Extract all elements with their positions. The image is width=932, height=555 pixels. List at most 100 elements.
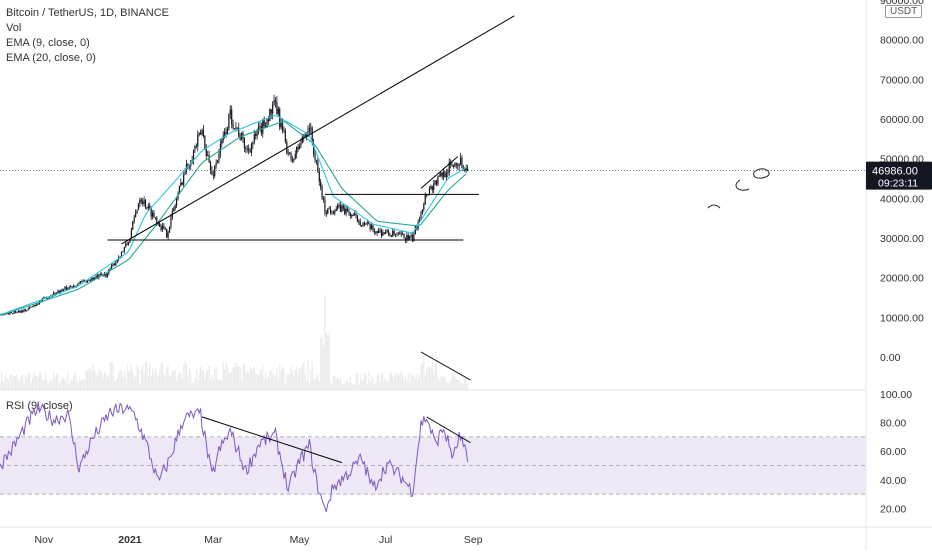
volume-bar bbox=[393, 378, 395, 390]
candle-body bbox=[421, 209, 423, 214]
volume-bar bbox=[409, 382, 411, 390]
volume-bar bbox=[41, 379, 43, 390]
volume-bar bbox=[113, 381, 116, 390]
volume-bar bbox=[119, 369, 121, 390]
candle-body bbox=[192, 149, 195, 161]
candle-body bbox=[88, 280, 90, 282]
volume-bar bbox=[313, 378, 315, 390]
volume-bar bbox=[153, 372, 155, 390]
volume-bar bbox=[115, 380, 117, 390]
price-tick-label: 80000.00 bbox=[880, 35, 924, 47]
candle-body bbox=[24, 309, 27, 311]
candle-body bbox=[426, 194, 428, 196]
volume-bar bbox=[64, 379, 66, 390]
last-price-tag bbox=[866, 161, 932, 190]
candle-body bbox=[7, 313, 10, 315]
candle-body bbox=[94, 277, 96, 280]
candle-body bbox=[16, 312, 18, 314]
candle-body bbox=[123, 247, 125, 252]
volume-bar bbox=[132, 372, 134, 390]
candle-body bbox=[342, 205, 344, 209]
candle-body bbox=[289, 152, 291, 154]
volume-bar bbox=[133, 379, 135, 390]
candle-body bbox=[82, 280, 84, 282]
volume-bar bbox=[412, 375, 414, 390]
candle-body bbox=[331, 212, 333, 214]
rsi-trendline bbox=[426, 416, 471, 444]
volume-bar bbox=[40, 372, 42, 390]
candle-body bbox=[12, 313, 14, 314]
volume-legend[interactable]: Vol bbox=[6, 22, 22, 34]
candle-body bbox=[431, 186, 433, 191]
volume-bar bbox=[430, 367, 432, 390]
volume-bar bbox=[375, 382, 377, 390]
volume-bar bbox=[263, 379, 265, 390]
candle-body bbox=[410, 235, 412, 236]
candle-body bbox=[298, 145, 301, 150]
currency-badge[interactable]: USDT bbox=[885, 5, 923, 18]
volume-bar bbox=[259, 370, 261, 390]
volume-bar bbox=[284, 383, 286, 390]
candle-body bbox=[77, 283, 79, 287]
volume-bar bbox=[6, 377, 8, 390]
candle-body bbox=[151, 212, 154, 217]
candle-body bbox=[147, 205, 149, 209]
candle-body bbox=[58, 290, 60, 294]
symbol-title[interactable]: Bitcoin / TetherUS, 1D, BINANCE bbox=[6, 7, 170, 19]
candle-body bbox=[101, 274, 103, 275]
candle-body bbox=[159, 223, 161, 227]
volume-bar bbox=[187, 375, 189, 390]
volume-bar bbox=[351, 383, 353, 390]
volume-bar bbox=[356, 372, 359, 390]
candle-body bbox=[160, 226, 162, 230]
time-tick-label: Sep bbox=[464, 534, 483, 546]
candle-body bbox=[351, 215, 353, 217]
candle-body bbox=[277, 108, 279, 115]
volume-bar bbox=[431, 362, 433, 390]
time-tick-label: 2021 bbox=[118, 534, 142, 546]
volume-bar bbox=[348, 382, 350, 390]
ema20-legend[interactable]: EMA (20, close, 0) bbox=[6, 52, 96, 64]
volume-bar bbox=[293, 375, 295, 390]
candle-body bbox=[303, 136, 305, 138]
candle-body bbox=[109, 268, 111, 270]
candle-body bbox=[215, 162, 217, 166]
candle-body bbox=[249, 150, 251, 153]
volume-bar bbox=[467, 383, 469, 390]
candle-body bbox=[218, 153, 220, 161]
volume-bar bbox=[260, 369, 262, 390]
volume-bar bbox=[378, 374, 380, 390]
ema9-legend[interactable]: EMA (9, close, 0) bbox=[6, 37, 90, 49]
volume-bar bbox=[109, 361, 111, 390]
candle-body bbox=[190, 162, 192, 166]
rsi-legend[interactable]: RSI (9, close) bbox=[6, 400, 73, 412]
volume-bar bbox=[176, 381, 178, 390]
volume-bar bbox=[164, 377, 166, 390]
candle-body bbox=[348, 211, 350, 214]
time-tick-label: Mar bbox=[204, 534, 223, 546]
volume-bar bbox=[229, 373, 231, 390]
volume-bar bbox=[54, 377, 56, 390]
candle-body bbox=[194, 146, 196, 150]
volume-bar bbox=[194, 377, 196, 390]
volume-bar bbox=[142, 364, 144, 390]
volume-bar bbox=[250, 368, 253, 390]
candle-body bbox=[136, 210, 138, 213]
volume-bar bbox=[108, 375, 110, 390]
candle-body bbox=[13, 310, 15, 314]
volume-bar bbox=[451, 376, 453, 390]
candle-body bbox=[120, 251, 123, 258]
candle-body bbox=[397, 232, 399, 234]
volume-bar bbox=[147, 376, 149, 390]
volume-bar bbox=[39, 372, 41, 390]
volume-bar bbox=[157, 376, 159, 390]
candle-body bbox=[339, 204, 342, 212]
volume-bar bbox=[80, 381, 82, 390]
volume-bar bbox=[402, 375, 404, 390]
volume-bar bbox=[399, 374, 401, 390]
candle-body bbox=[72, 286, 75, 288]
volume-bar bbox=[218, 380, 220, 390]
candle-body bbox=[34, 305, 36, 306]
